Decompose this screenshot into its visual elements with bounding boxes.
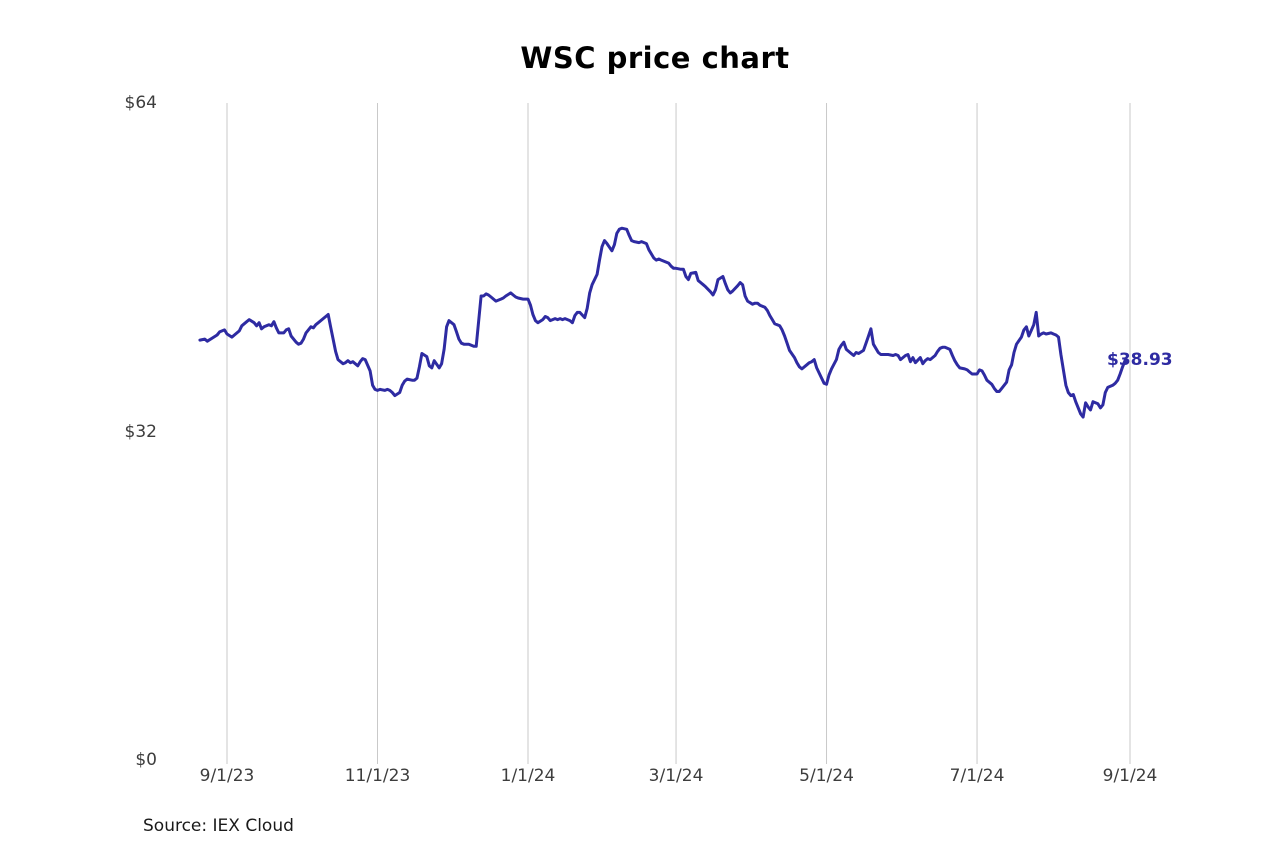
x-axis-tick-label: 1/1/24 [500, 766, 556, 786]
last-price-label: $38.93 [1107, 350, 1173, 371]
chart-title: WSC price chart [520, 41, 790, 75]
x-axis-tick-label: 3/1/24 [648, 766, 704, 786]
source-note: Source: IEX Cloud [143, 816, 294, 836]
price-line [198, 226, 1127, 419]
x-axis-tick-label: 11/1/23 [344, 766, 411, 786]
x-axis-tick-label: 5/1/24 [799, 766, 854, 786]
y-axis-tick-label: $0 [135, 750, 157, 770]
x-axis-tick-label: 9/1/23 [199, 766, 255, 786]
x-axis-tick-label: 7/1/24 [949, 766, 1005, 786]
y-axis-tick-label: $64 [124, 93, 157, 113]
x-axis-tick-label: 9/1/24 [1102, 766, 1158, 786]
y-axis-tick-label: $32 [124, 421, 157, 442]
